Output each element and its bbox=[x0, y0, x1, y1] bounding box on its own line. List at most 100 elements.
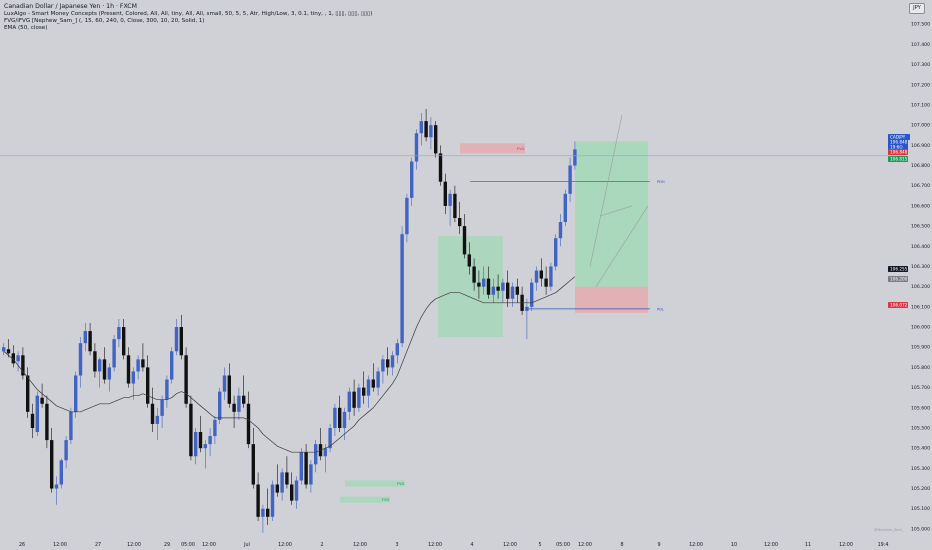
candle-body bbox=[299, 452, 303, 481]
candle-body bbox=[2, 347, 6, 352]
y-tick-label: 105.400 bbox=[911, 446, 930, 452]
y-tick-label: 105.300 bbox=[911, 466, 930, 472]
candle-body bbox=[179, 327, 183, 356]
y-tick-label: 105.500 bbox=[911, 425, 930, 431]
price-tag bbox=[888, 302, 908, 308]
candle-body bbox=[280, 472, 284, 493]
candle-body bbox=[126, 355, 131, 384]
candle-body bbox=[539, 270, 543, 279]
projection-line bbox=[595, 205, 649, 287]
fvg-zone bbox=[340, 496, 390, 503]
candle-body bbox=[98, 359, 102, 372]
price-tag bbox=[888, 266, 908, 272]
candle-body bbox=[88, 331, 92, 352]
price-tag bbox=[888, 134, 910, 140]
candle-body bbox=[222, 375, 227, 392]
y-tick-label: 105.700 bbox=[911, 385, 930, 391]
y-tick-label: 107.400 bbox=[911, 42, 930, 48]
candle-body bbox=[294, 480, 299, 501]
candle-body bbox=[275, 484, 279, 493]
candle-body bbox=[477, 282, 481, 287]
x-tick-label: 05:00 bbox=[181, 542, 195, 548]
x-tick-label: 12:00 bbox=[839, 542, 853, 548]
candle-body bbox=[174, 327, 179, 352]
price-tag bbox=[888, 149, 908, 155]
candle-body bbox=[486, 278, 491, 295]
candle-body bbox=[323, 448, 327, 457]
price-tag-label: 106.072 bbox=[890, 303, 908, 308]
x-tick-label: 12:00 bbox=[202, 542, 216, 548]
candle-body bbox=[64, 440, 68, 461]
price-tag-label: CADJPY bbox=[890, 135, 906, 140]
indicator-legend-2[interactable]: FVG/iFVG [Nephew_Sam_] (, 15, 60, 240, 0… bbox=[4, 18, 205, 24]
candle-body bbox=[366, 379, 371, 396]
x-axis-ticks: 26 12:00 27 12:00 29 05:00 12:00 Jul 12:00 2 12:00… bbox=[19, 542, 888, 548]
y-tick-label: 106.700 bbox=[911, 183, 930, 189]
price-tag-label: 106.255 bbox=[890, 267, 908, 272]
candle-body bbox=[419, 121, 423, 134]
indicator-legend-3[interactable]: EMA (50, close) bbox=[4, 25, 48, 31]
candle-body bbox=[342, 411, 347, 428]
candle-body bbox=[194, 432, 198, 457]
price-tag-label: 19:6() bbox=[890, 145, 903, 150]
candle-body bbox=[333, 407, 337, 428]
candle-body bbox=[338, 407, 342, 428]
candle-body bbox=[390, 355, 395, 368]
x-tick-label: 12:00 bbox=[53, 542, 67, 548]
candle-body bbox=[198, 432, 203, 449]
candle-body bbox=[40, 397, 44, 404]
y-tick-label: 107.300 bbox=[911, 62, 930, 68]
candle-body bbox=[405, 197, 409, 235]
x-tick-label: 4 bbox=[470, 542, 473, 548]
candle-body bbox=[410, 161, 414, 198]
candle-body bbox=[170, 351, 174, 380]
candle-body bbox=[30, 413, 35, 428]
price-axis[interactable] bbox=[905, 0, 932, 537]
y-tick-label: 106.300 bbox=[911, 264, 930, 270]
candle-body bbox=[549, 266, 553, 287]
price-tag-label: 106.200 bbox=[890, 277, 908, 282]
candle-body bbox=[424, 121, 428, 138]
candle-body bbox=[462, 226, 467, 255]
candle-body bbox=[45, 403, 49, 441]
candle-body bbox=[467, 254, 471, 267]
fvg-zone bbox=[345, 480, 405, 487]
candle-body bbox=[59, 460, 63, 485]
candle-body bbox=[69, 411, 73, 441]
candle-body bbox=[35, 395, 39, 433]
y-tick-label: 105.800 bbox=[911, 365, 930, 371]
x-tick-label: 12:00 bbox=[689, 542, 703, 548]
candle-body bbox=[534, 270, 539, 283]
candle-body bbox=[429, 125, 433, 138]
candle-body bbox=[213, 419, 217, 437]
y-axis-ticks: 105.000 105.100 105.200 105.300 105.400 105.5… bbox=[911, 22, 930, 533]
candle-body bbox=[328, 427, 332, 449]
candle-body bbox=[285, 472, 289, 485]
candle-body bbox=[150, 403, 155, 424]
candle-body bbox=[491, 286, 495, 295]
candle-body bbox=[506, 282, 510, 299]
price-tag bbox=[888, 144, 908, 150]
smc-level-label: PDL bbox=[657, 307, 664, 311]
candle-body bbox=[270, 484, 275, 517]
candle-body bbox=[400, 234, 404, 344]
x-tick-label: 29 bbox=[164, 542, 170, 548]
price-tag bbox=[888, 276, 908, 282]
time-axis[interactable] bbox=[0, 537, 932, 550]
y-tick-label: 107.200 bbox=[911, 82, 930, 88]
candle-body bbox=[78, 343, 83, 376]
candle-body bbox=[501, 282, 505, 291]
candle-body bbox=[83, 331, 87, 344]
currency-button[interactable]: JPY bbox=[909, 3, 925, 14]
candle-body bbox=[165, 379, 169, 400]
x-tick-label: 05:00 bbox=[556, 542, 570, 548]
x-tick-label: 2 bbox=[320, 542, 323, 548]
y-tick-label: 105.200 bbox=[911, 486, 930, 492]
candle-body bbox=[414, 133, 419, 162]
indicator-legend-1[interactable]: LuxAlgo - Smart Money Concepts (Present,… bbox=[4, 11, 373, 17]
candle-body bbox=[50, 440, 54, 489]
y-tick-label: 105.900 bbox=[911, 345, 930, 351]
candle-body bbox=[434, 125, 438, 154]
candle-body bbox=[558, 222, 563, 239]
